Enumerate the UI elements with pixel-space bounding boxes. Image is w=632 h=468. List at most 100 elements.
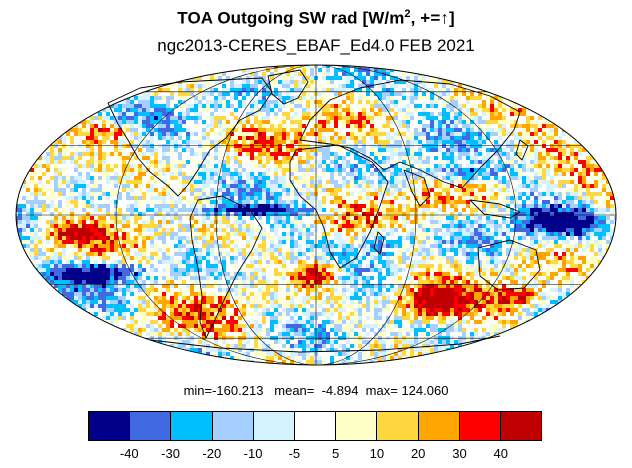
field-cell [494,196,498,200]
field-cell [298,188,302,192]
field-cell [210,176,214,180]
field-cell [154,244,158,248]
field-cell [498,120,502,124]
field-cell [394,268,398,272]
field-cell [262,120,266,124]
field-cell [74,268,78,272]
field-cell [390,176,394,180]
field-cell [422,160,426,164]
field-cell [134,204,138,208]
field-cell [262,92,266,96]
field-cell [238,160,242,164]
field-cell [342,260,346,264]
field-cell [190,204,194,208]
field-cell [178,168,182,172]
field-cell [222,164,226,168]
field-cell [562,228,566,232]
field-cell [306,100,310,104]
field-cell [290,180,294,184]
field-cell [94,268,98,272]
field-cell [362,248,366,252]
field-cell [342,248,346,252]
title-tail: , +=↑] [410,8,455,28]
field-cell [470,268,474,272]
field-cell [238,136,242,140]
field-cell [226,132,230,136]
field-cell [514,144,518,148]
field-cell [230,208,234,212]
field-cell [570,144,574,148]
field-cell [362,212,366,216]
field-cell [110,248,114,252]
field-cell [266,264,270,268]
field-cell [106,196,110,200]
field-cell [494,140,498,144]
field-cell [254,180,258,184]
field-cell [46,208,50,212]
field-cell [602,224,606,228]
field-cell [126,224,130,228]
field-cell [54,160,58,164]
field-cell [290,208,294,212]
field-cell [254,88,258,92]
field-cell [246,120,250,124]
field-cell [194,212,198,216]
field-cell [334,108,338,112]
field-cell [506,192,510,196]
field-cell [462,232,466,236]
field-cell [498,100,502,104]
field-cell [410,264,414,268]
field-cell [274,148,278,152]
field-cell [246,148,250,152]
field-cell [206,180,210,184]
field-cell [326,128,330,132]
field-cell [54,232,58,236]
field-cell [450,180,454,184]
field-cell [78,228,82,232]
field-cell [402,208,406,212]
field-cell [370,240,374,244]
field-cell [126,112,130,116]
field-cell [598,192,602,196]
field-cell [150,256,154,260]
field-cell [614,208,616,212]
field-cell [294,132,298,136]
field-cell [470,176,474,180]
field-cell [358,136,362,140]
field-cell [362,208,366,212]
field-cell [426,232,430,236]
field-cell [222,208,226,212]
field-cell [558,260,562,264]
field-cell [418,224,422,228]
field-cell [510,264,514,268]
field-cell [338,92,342,96]
field-cell [466,236,470,240]
field-cell [214,172,218,176]
field-cell [498,104,502,108]
field-cell [90,140,94,144]
field-cell [262,212,266,216]
field-cell [150,208,154,212]
field-cell [430,136,434,140]
field-cell [362,88,366,92]
field-cell [154,124,158,128]
field-cell [194,132,198,136]
field-cell [506,260,510,264]
field-cell [518,148,522,152]
field-cell [162,204,166,208]
field-cell [210,204,214,208]
field-cell [610,196,614,200]
field-cell [558,244,562,248]
field-cell [446,124,450,128]
field-cell [302,264,306,268]
field-cell [394,116,398,120]
field-cell [394,136,398,140]
field-cell [366,208,370,212]
field-cell [442,224,446,228]
field-cell [566,196,570,200]
field-cell [358,204,362,208]
field-cell [234,144,238,148]
field-cell [206,124,210,128]
field-cell [74,196,78,200]
field-cell [382,216,386,220]
